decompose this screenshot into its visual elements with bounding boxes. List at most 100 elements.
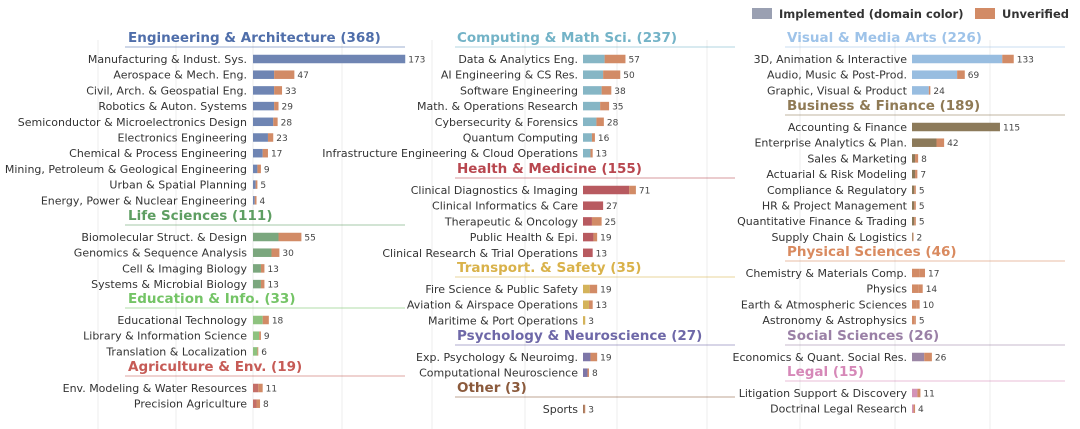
bar-unverified-supply-chain-logistics: [912, 232, 914, 242]
bar-unverified-therapeutic-oncology: [591, 217, 602, 226]
value-label-env-modeling-water-resources: 11: [266, 385, 277, 395]
bar-implemented-audio-music-post-prod: [912, 70, 958, 79]
row-label-sales-marketing: Sales & Marketing: [807, 152, 907, 165]
value-label-therapeutic-oncology: 25: [605, 218, 616, 228]
value-label-software-engineering: 38: [614, 87, 626, 97]
bar-implemented-robotics-auton-systems: [253, 101, 275, 111]
row-label-civil-arch-geospatial-eng: Civil, Arch. & Geospatial Eng.: [86, 84, 247, 97]
bar-implemented-chemical-process-engineering: [253, 148, 263, 158]
row-label-manufacturing-indust-sys: Manufacturing & Indust. Sys.: [88, 53, 247, 66]
bar-implemented-electronics-engineering: [253, 133, 268, 142]
bar-implemented-biomolecular-struct-design: [253, 232, 279, 242]
bar-implemented-astronomy-astrophysics: [912, 315, 915, 325]
bar-unverified-mining-petroleum-geological-engineering: [257, 164, 261, 174]
value-label-electronics-engineering: 23: [276, 134, 287, 144]
bar-unverified-doctrinal-legal-research: [913, 404, 916, 413]
bar-unverified-math-operations-research: [600, 101, 610, 111]
row-label-biomolecular-struct-design: Biomolecular Struct. & Design: [81, 231, 247, 244]
row-label-fire-science-public-safety: Fire Science & Public Safety: [425, 283, 578, 296]
value-label-supply-chain-logistics: 2: [917, 233, 923, 243]
value-label-quantum-computing: 16: [598, 134, 610, 144]
legend-swatch-implemented-domain-color: [752, 8, 772, 19]
group-title-transport-safety: Transport. & Safety (35): [457, 260, 641, 276]
row-label-litigation-support-discovery: Litigation Support & Discovery: [739, 387, 908, 400]
bar-implemented-sports: [583, 404, 585, 414]
bar-unverified-cybersecurity-forensics: [596, 117, 604, 127]
bar-implemented-data-analytics-eng: [583, 54, 605, 64]
group-title-other: Other (3): [457, 380, 527, 396]
group-title-life-sciences: Life Sciences (111): [128, 208, 273, 224]
value-label-precision-agriculture: 8: [263, 400, 269, 410]
row-label-urban-spatial-planning: Urban & Spatial Planning: [109, 179, 247, 192]
bar-unverified-enterprise-analytics-plan: [936, 138, 945, 147]
bar-unverified-civil-arch-geospatial-eng: [274, 86, 283, 95]
row-label-electronics-engineering: Electronics Engineering: [118, 132, 247, 145]
legend-label-unverified: Unverified: [1002, 7, 1069, 21]
value-label-fire-science-public-safety: 19: [600, 286, 612, 296]
bar-unverified-sales-marketing: [915, 154, 919, 163]
bar-unverified-cell-imaging-biology: [260, 264, 265, 273]
value-label-clinical-diagnostics-imaging: 71: [639, 187, 650, 197]
row-label-educational-technology: Educational Technology: [117, 314, 247, 327]
row-label-library-information-science: Library & Information Science: [83, 330, 247, 343]
group-title-health-medicine: Health & Medicine (155): [457, 161, 642, 177]
bar-unverified-semiconductor-microelectronics-design: [273, 117, 278, 127]
bar-unverified-physics: [918, 284, 923, 293]
bar-implemented-aerospace-mech-eng: [253, 70, 275, 79]
legend-swatch-unverified: [975, 8, 995, 19]
bar-implemented-physics: [912, 284, 919, 293]
bar-implemented-therapeutic-oncology: [583, 217, 592, 226]
value-label-translation-localization: 6: [261, 348, 267, 358]
bar-implemented-sales-marketing: [912, 154, 916, 163]
value-label-energy-power-nuclear-engineering: 4: [260, 197, 266, 207]
value-label-hr-project-management: 5: [919, 202, 925, 212]
row-label-quantitative-finance-trading: Quantitative Finance & Trading: [737, 215, 907, 228]
bar-implemented-accounting-finance: [912, 122, 1000, 132]
bar-implemented-civil-arch-geospatial-eng: [253, 86, 275, 95]
bar-implemented-energy-power-nuclear-engineering: [253, 196, 255, 205]
row-label-data-analytics-eng: Data & Analytics Eng.: [458, 53, 578, 66]
bar-unverified-software-engineering: [601, 86, 612, 95]
row-label-systems-microbial-biology: Systems & Microbial Biology: [91, 278, 247, 291]
row-label-maritime-port-operations: Maritime & Port Operations: [428, 314, 578, 327]
row-label-chemistry-materials-comp: Chemistry & Materials Comp.: [746, 267, 907, 280]
bar-implemented-enterprise-analytics-plan: [912, 138, 937, 147]
value-label-actuarial-risk-modeling: 7: [920, 171, 926, 181]
group-title-social-sciences: Social Sciences (26): [787, 328, 939, 344]
bar-unverified-ai-engineering-cs-res: [603, 70, 621, 79]
bar-unverified-actuarial-risk-modeling: [915, 169, 918, 179]
row-label-3d-animation-interactive: 3D, Animation & Interactive: [754, 53, 908, 66]
value-label-biomolecular-struct-design: 55: [304, 234, 315, 244]
bar-unverified-urban-spatial-planning: [255, 180, 258, 189]
bar-implemented-graphic-visual-product: [912, 86, 929, 95]
bar-unverified-quantitative-finance-trading: [914, 216, 916, 226]
row-label-audio-music-post-prod: Audio, Music & Post-Prod.: [767, 69, 907, 82]
row-label-physics: Physics: [866, 283, 907, 296]
row-label-math-operations-research: Math. & Operations Research: [417, 100, 578, 113]
value-label-semiconductor-microelectronics-design: 28: [281, 118, 293, 128]
value-label-audio-music-post-prod: 69: [968, 71, 980, 81]
group-title-visual-media-arts: Visual & Media Arts (226): [787, 30, 982, 46]
bar-implemented-urban-spatial-planning: [253, 180, 256, 189]
bar-unverified-energy-power-nuclear-engineering: [254, 196, 257, 205]
value-label-enterprise-analytics-plan: 42: [947, 139, 958, 149]
value-label-aviation-airspace-operations: 13: [596, 301, 607, 311]
row-label-therapeutic-oncology: Therapeutic & Oncology: [444, 215, 579, 228]
bar-implemented-ai-engineering-cs-res: [583, 70, 604, 79]
value-label-manufacturing-indust-sys: 173: [408, 56, 425, 66]
value-label-civil-arch-geospatial-eng: 33: [285, 87, 296, 97]
bar-implemented-earth-atmospheric-sciences: [912, 300, 917, 309]
bar-implemented-infrastructure-engineering-cloud-operations: [583, 148, 591, 158]
bar-unverified-quantum-computing: [591, 133, 595, 142]
bar-implemented-software-engineering: [583, 86, 602, 95]
value-label-genomics-sequence-analysis: 30: [282, 249, 294, 259]
bar-unverified-clinical-diagnostics-imaging: [629, 185, 636, 195]
bar-implemented-hr-project-management: [912, 201, 915, 210]
value-label-chemical-process-engineering: 17: [271, 150, 282, 160]
row-label-clinical-research-trial-operations: Clinical Research & Trial Operations: [382, 247, 578, 260]
bar-unverified-3d-animation-interactive: [1002, 54, 1014, 64]
value-label-earth-atmospheric-sciences: 10: [923, 301, 935, 311]
row-label-computational-neuroscience: Computational Neuroscience: [419, 367, 578, 380]
bar-implemented-aviation-airspace-operations: [583, 300, 589, 309]
